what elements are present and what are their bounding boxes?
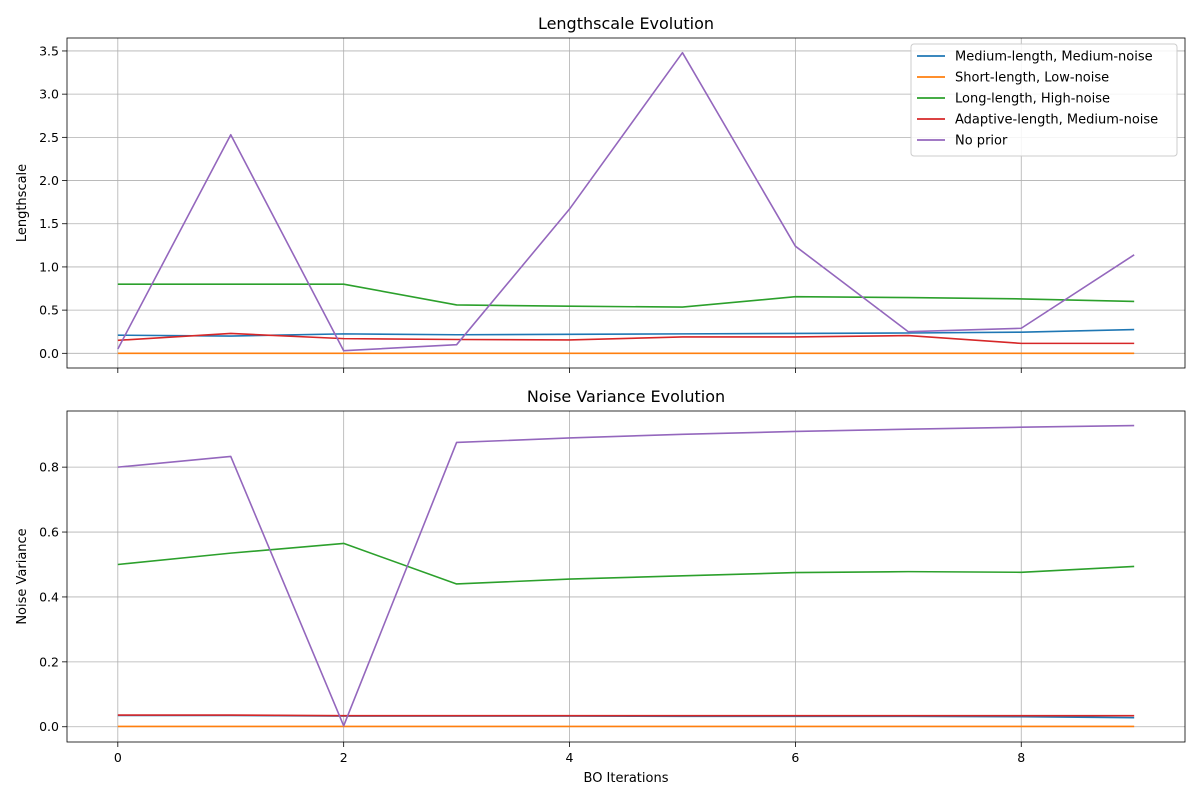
series-line-4 <box>117 51 1135 352</box>
y-tick-label: 3.0 <box>39 87 59 102</box>
chart-panel-0: 0.0 0.5 1.0 1.5 2.0 2.5 3.0 3.5 Lengthscale Evol… <box>15 14 1186 373</box>
legend-label-4: No prior <box>955 134 1008 149</box>
series-line-4 <box>117 424 1135 727</box>
x-tick-label: 0 <box>114 750 122 765</box>
series-line-3 <box>117 332 1135 345</box>
x-tick-label: 8 <box>1017 750 1025 765</box>
y-tick-label: 1.5 <box>39 216 59 231</box>
series-line-0 <box>117 328 1135 337</box>
chart-title: Noise Variance Evolution <box>527 387 725 406</box>
y-axis-label: Lengthscale <box>15 164 30 242</box>
legend-label-3: Adaptive-length, Medium-noise <box>955 113 1158 128</box>
y-axis-label: Noise Variance <box>15 528 30 624</box>
legend-label-1: Short-length, Low-noise <box>955 71 1109 86</box>
chart-title: Lengthscale Evolution <box>538 14 714 33</box>
x-tick-label: 6 <box>791 750 799 765</box>
y-tick-label: 0.6 <box>39 525 59 540</box>
y-tick-label: 2.5 <box>39 130 59 145</box>
x-axis-label: BO Iterations <box>584 771 669 786</box>
y-tick-label: 2.0 <box>39 173 59 188</box>
legend-label-2: Long-length, High-noise <box>955 92 1110 107</box>
y-tick-label: 3.5 <box>39 43 59 58</box>
y-tick-label: 0.0 <box>39 719 59 734</box>
series-line-2 <box>117 542 1135 585</box>
x-tick-label: 2 <box>340 750 348 765</box>
plot-frame <box>66 410 1186 743</box>
y-tick-label: 0.0 <box>39 346 59 361</box>
chart-panel-1: 0 2 4 6 8 0.0 0.2 0.4 0.6 0.8 Noise Variance Evolu… <box>15 387 1186 786</box>
y-tick-label: 1.0 <box>39 259 59 274</box>
y-tick-label: 0.2 <box>39 654 59 669</box>
legend-label-0: Medium-length, Medium-noise <box>955 50 1153 65</box>
series-line-3 <box>117 714 1135 717</box>
legend: Medium-length, Medium-noise Short-length,… <box>910 43 1178 157</box>
y-tick-label: 0.8 <box>39 460 59 475</box>
legend-box <box>910 43 1178 157</box>
plot-frame <box>66 37 1186 369</box>
y-tick-label: 0.5 <box>39 303 59 318</box>
series-line-2 <box>117 283 1135 308</box>
y-tick-label: 0.4 <box>39 589 59 604</box>
x-tick-label: 4 <box>566 750 574 765</box>
